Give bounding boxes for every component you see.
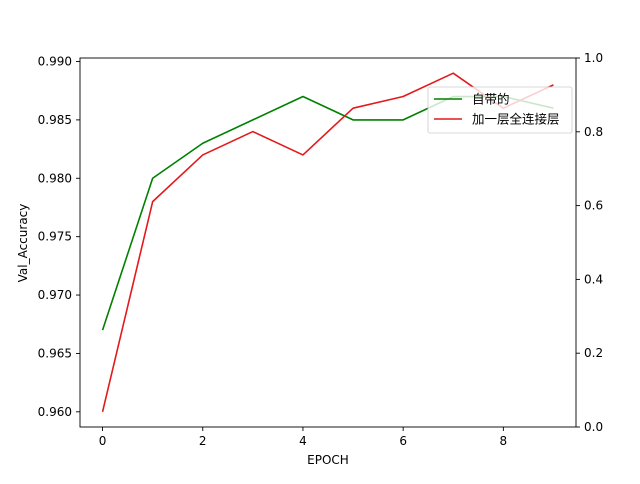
y-tick-label: 0.990 (38, 55, 72, 69)
y2-tick-label: 0.4 (584, 272, 603, 286)
y-tick-label: 0.985 (38, 113, 72, 127)
y2-tick-label: 0.8 (584, 125, 603, 139)
y-tick-label: 0.970 (38, 288, 72, 302)
y2-tick-label: 0.6 (584, 199, 603, 213)
x-tick-label: 2 (199, 434, 207, 448)
y2-tick-label: 1.0 (584, 51, 603, 65)
legend-box (427, 86, 573, 134)
y-tick-label: 0.980 (38, 171, 72, 185)
x-axis-label: EPOCH (307, 453, 349, 467)
x-tick-label: 8 (500, 434, 508, 448)
x-tick-label: 4 (299, 434, 307, 448)
y-axis-label: Val_Accuracy (16, 204, 30, 283)
legend-label-2: 加一层全连接层 (472, 112, 560, 127)
ticks: 0 2 4 6 8 0.960 0.965 0.970 0.975 0.980 0.985 0.990… (38, 51, 603, 448)
axes (79, 57, 577, 428)
x-tick-label: 0 (99, 434, 107, 448)
y2-tick-label: 0.0 (584, 420, 603, 434)
y-tick-label: 0.960 (38, 405, 72, 419)
y-tick-label: 0.965 (38, 346, 72, 360)
plot-frame (79, 57, 577, 428)
legend-label-1: 自带的 (472, 92, 510, 107)
y2-tick-label: 0.2 (584, 346, 603, 360)
x-tick-label: 6 (399, 434, 407, 448)
y-tick-label: 0.975 (38, 230, 72, 244)
